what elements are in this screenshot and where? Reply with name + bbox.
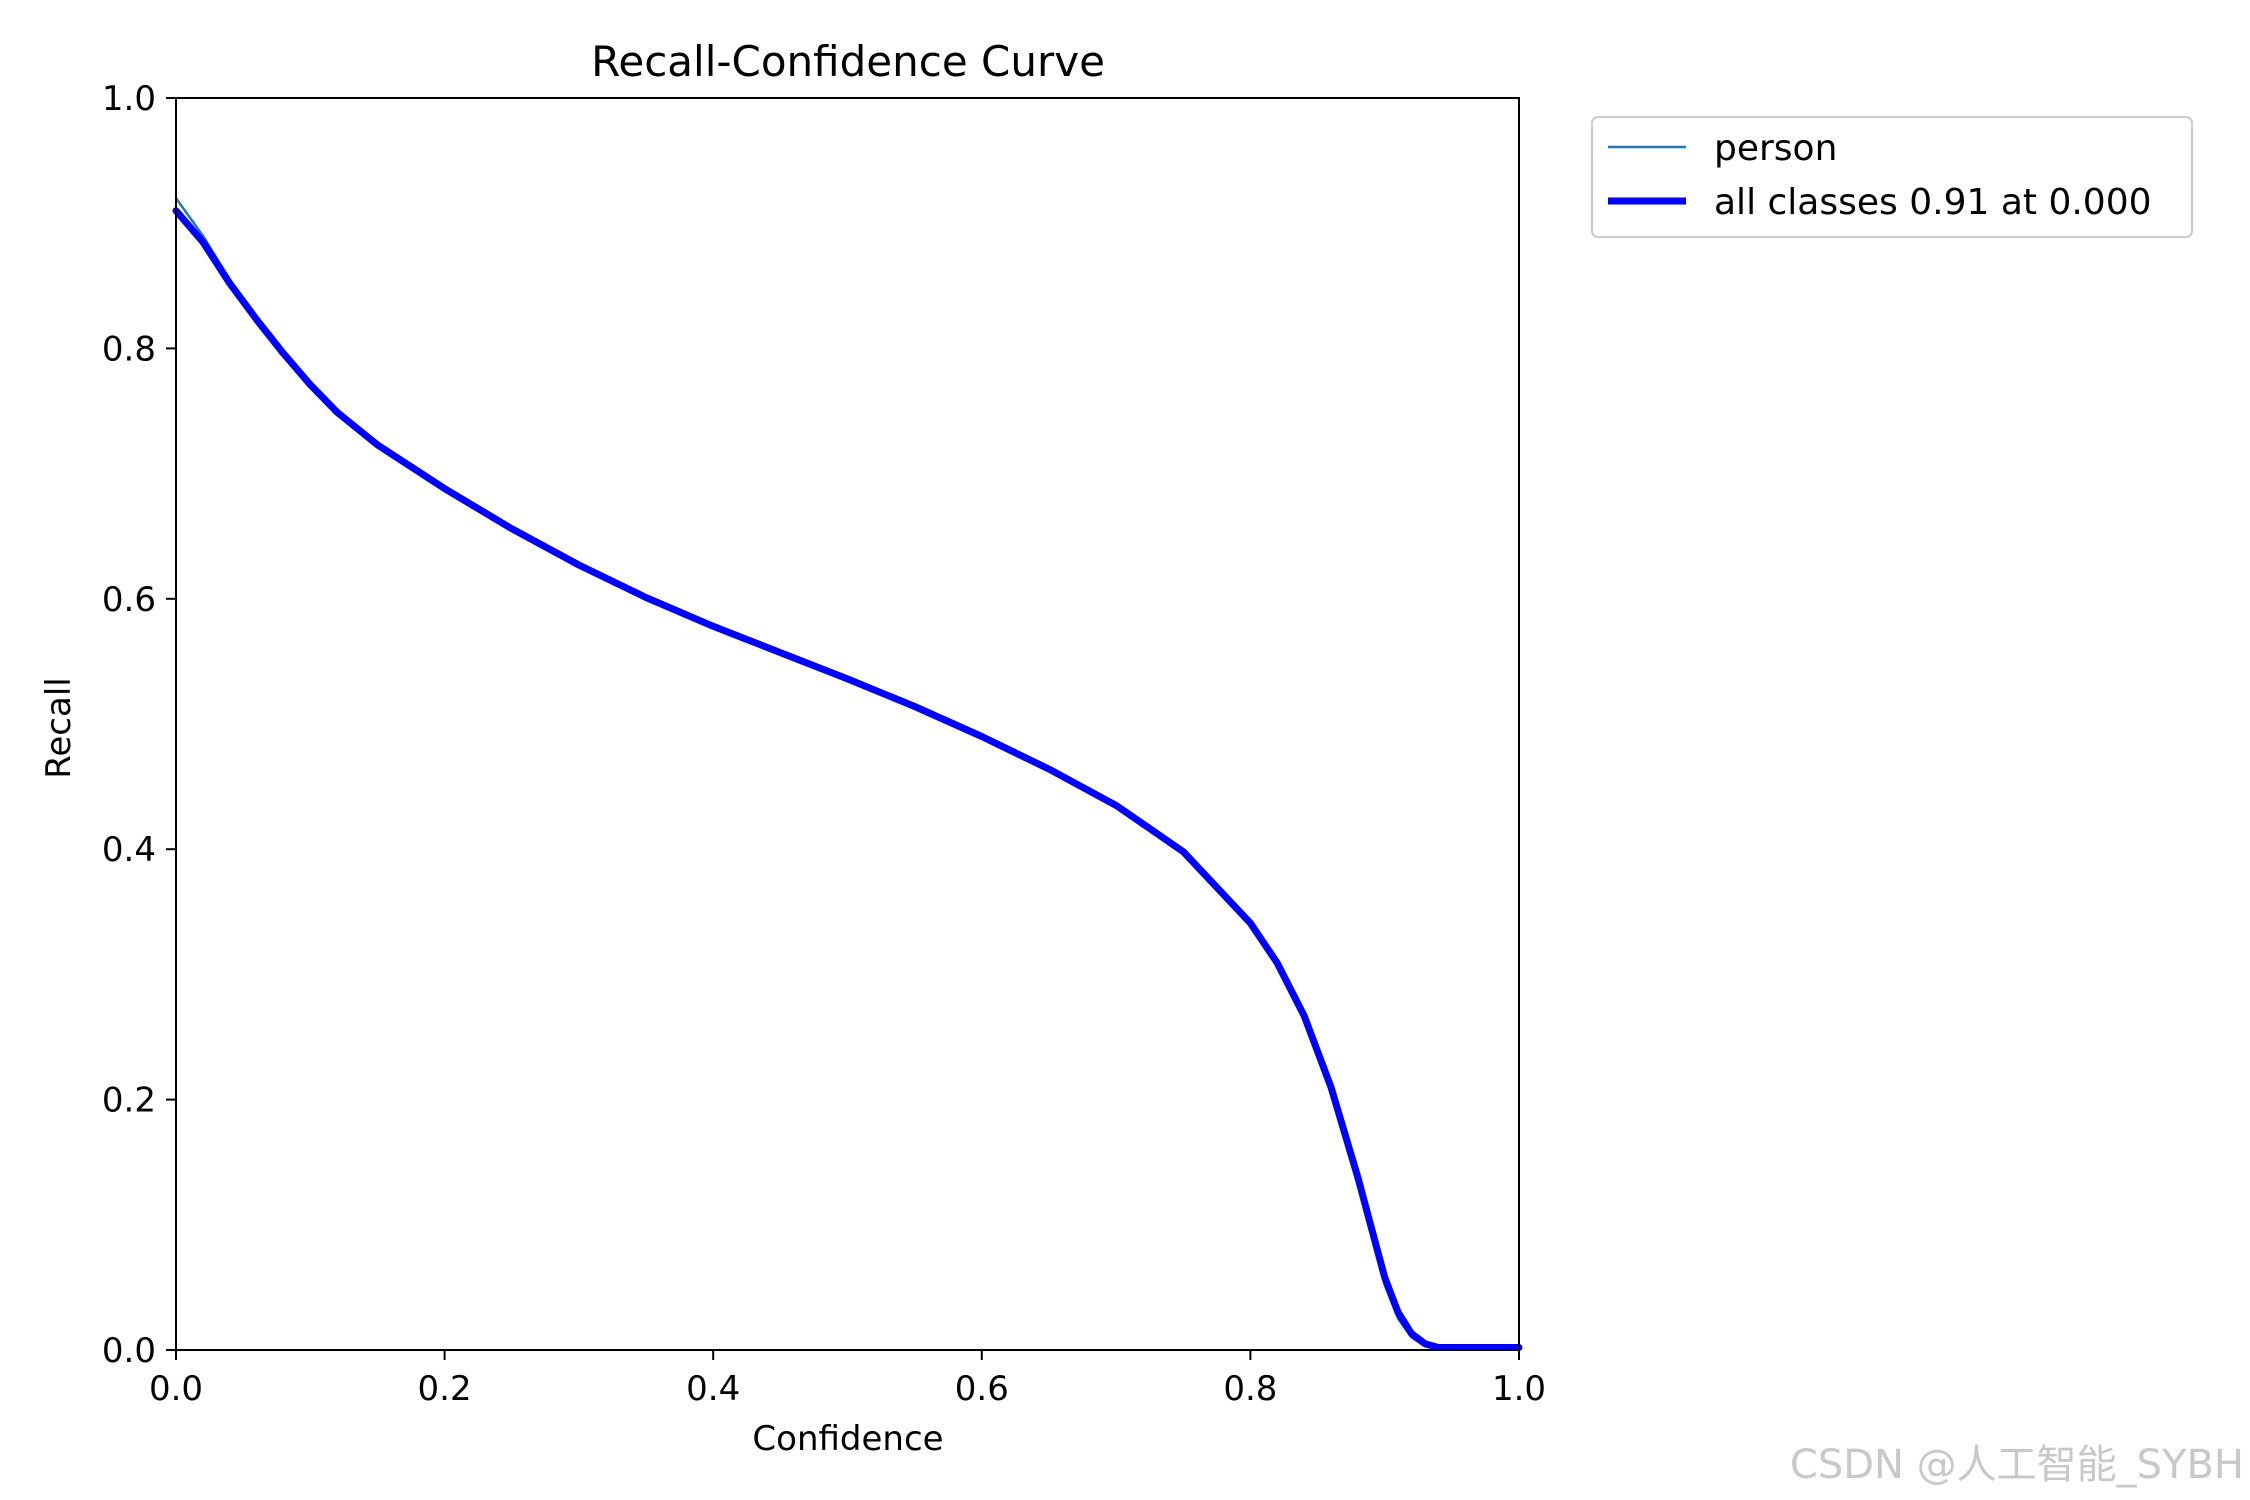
y-tick-label-1: 0.2 xyxy=(102,1081,156,1121)
x-tick-label-1: 0.2 xyxy=(418,1369,472,1409)
series-line-0 xyxy=(174,196,1521,1350)
x-tick-label-3: 0.6 xyxy=(955,1369,1009,1409)
legend-label-all-classes: all classes 0.91 at 0.000 xyxy=(1714,182,2152,223)
y-tick-label-0: 0.0 xyxy=(102,1331,156,1371)
plot-lines xyxy=(172,196,1523,1351)
x-tick-label-2: 0.4 xyxy=(686,1369,740,1409)
x-tick-label-5: 1.0 xyxy=(1492,1369,1546,1409)
y-tick-label-3: 0.6 xyxy=(102,580,156,620)
legend: person all classes 0.91 at 0.000 xyxy=(1591,116,2193,238)
chart-title: Recall-Confidence Curve xyxy=(591,37,1105,86)
watermark: CSDN @人工智能_SYBH xyxy=(1790,1442,2244,1488)
legend-box xyxy=(1591,116,2193,238)
plot-frame xyxy=(175,97,1520,1351)
x-tick-label-0: 0.0 xyxy=(149,1369,203,1409)
series-line-1 xyxy=(172,207,1523,1351)
y-tick-label-5: 1.0 xyxy=(102,79,156,119)
x-axis-label: Confidence xyxy=(752,1419,943,1459)
x-axis-ticks: 0.0 0.2 0.4 0.6 0.8 1.0 xyxy=(149,1350,1546,1409)
y-tick-label-4: 0.8 xyxy=(102,329,156,369)
x-tick-label-4: 0.8 xyxy=(1223,1369,1277,1409)
y-axis-label: Recall xyxy=(39,677,79,778)
y-axis-ticks: 0.0 0.2 0.4 0.6 0.8 1.0 xyxy=(102,79,176,1371)
y-tick-label-2: 0.4 xyxy=(102,830,156,870)
legend-label-person: person xyxy=(1714,128,1837,169)
